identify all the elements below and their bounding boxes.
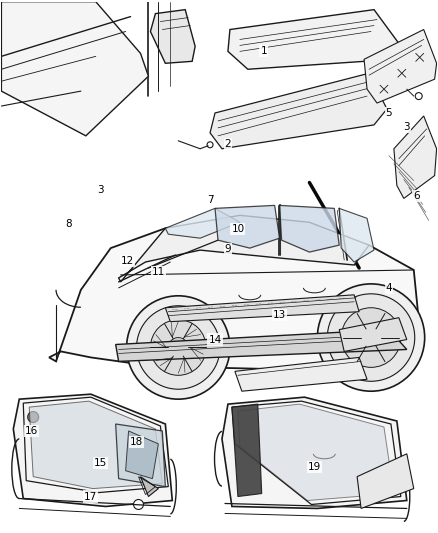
Polygon shape — [165, 208, 240, 238]
Text: 1: 1 — [261, 46, 267, 56]
Text: 16: 16 — [25, 426, 38, 436]
Circle shape — [134, 499, 144, 510]
Circle shape — [269, 45, 274, 50]
Text: 14: 14 — [208, 335, 222, 344]
Circle shape — [317, 37, 322, 42]
Text: 6: 6 — [413, 191, 420, 201]
Text: 5: 5 — [385, 108, 392, 118]
Circle shape — [207, 142, 213, 148]
Polygon shape — [116, 329, 407, 361]
Polygon shape — [165, 295, 359, 321]
Text: 18: 18 — [130, 437, 143, 447]
Polygon shape — [238, 404, 394, 500]
Text: 7: 7 — [207, 196, 213, 205]
Polygon shape — [126, 431, 159, 479]
Text: 3: 3 — [403, 122, 410, 132]
Polygon shape — [119, 215, 369, 282]
Text: 11: 11 — [152, 267, 165, 277]
Circle shape — [28, 411, 39, 423]
Circle shape — [341, 33, 346, 38]
Text: 13: 13 — [273, 310, 286, 320]
Circle shape — [150, 320, 206, 375]
Circle shape — [245, 49, 250, 54]
Text: 17: 17 — [84, 491, 97, 502]
Polygon shape — [141, 477, 159, 497]
Circle shape — [137, 306, 220, 389]
Polygon shape — [215, 205, 279, 248]
Polygon shape — [232, 404, 262, 497]
Polygon shape — [228, 10, 399, 69]
Polygon shape — [394, 116, 437, 198]
Circle shape — [293, 41, 298, 46]
Circle shape — [127, 296, 230, 399]
Polygon shape — [364, 29, 437, 103]
Polygon shape — [339, 318, 407, 351]
Circle shape — [299, 113, 304, 117]
Polygon shape — [116, 424, 165, 487]
Circle shape — [228, 136, 232, 141]
Text: 4: 4 — [385, 283, 392, 293]
Polygon shape — [210, 73, 387, 149]
Circle shape — [415, 93, 422, 100]
Polygon shape — [235, 358, 367, 391]
Polygon shape — [222, 397, 407, 508]
Polygon shape — [279, 205, 339, 252]
Text: 19: 19 — [308, 462, 321, 472]
Text: 9: 9 — [225, 244, 231, 254]
Polygon shape — [13, 394, 172, 506]
Polygon shape — [150, 10, 195, 63]
Text: 12: 12 — [121, 256, 134, 266]
Text: 10: 10 — [231, 224, 244, 234]
Text: 15: 15 — [94, 458, 107, 468]
Polygon shape — [29, 401, 162, 489]
Text: 3: 3 — [97, 185, 104, 196]
Circle shape — [318, 284, 425, 391]
Text: 8: 8 — [66, 219, 72, 229]
Polygon shape — [49, 222, 419, 369]
Polygon shape — [339, 208, 374, 262]
Circle shape — [327, 294, 415, 381]
Circle shape — [341, 308, 401, 367]
Text: 2: 2 — [225, 139, 231, 149]
Circle shape — [335, 101, 339, 105]
Circle shape — [168, 337, 188, 358]
Polygon shape — [357, 454, 414, 508]
Polygon shape — [1, 2, 148, 136]
Circle shape — [364, 29, 370, 34]
Circle shape — [361, 328, 381, 348]
Circle shape — [264, 125, 268, 129]
